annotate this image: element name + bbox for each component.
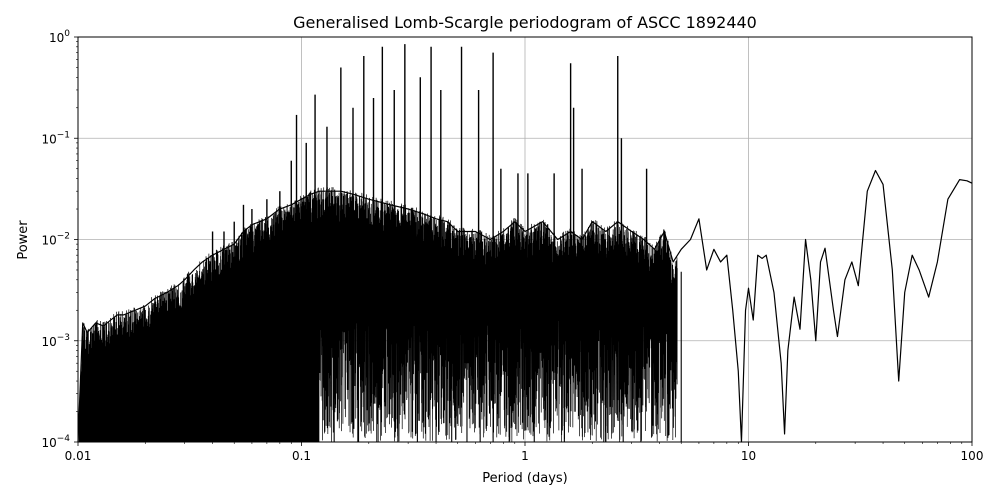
- x-tick-label: 1: [521, 449, 529, 463]
- x-axis-label: Period (days): [482, 471, 568, 486]
- y-tick-label: 100: [49, 29, 70, 45]
- y-tick-label: 10−1: [41, 130, 70, 146]
- periodogram-series-line: [77, 169, 973, 443]
- ticks: 0.01 0.1 1 10 100 10−4 10−3 10−2 10−1 100: [41, 29, 983, 463]
- data-layer: [77, 44, 973, 443]
- y-tick-label: 10−2: [41, 232, 70, 248]
- x-tick-label: 10: [741, 449, 756, 463]
- y-tick-label: 10−4: [41, 434, 70, 450]
- x-tick-label: 0.1: [292, 449, 311, 463]
- x-tick-label: 100: [961, 449, 984, 463]
- y-tick-label: 10−3: [41, 333, 70, 349]
- chart-title: Generalised Lomb-Scargle periodogram of …: [293, 13, 757, 32]
- y-axis-label: Power: [16, 220, 31, 260]
- x-tick-label: 0.01: [65, 449, 92, 463]
